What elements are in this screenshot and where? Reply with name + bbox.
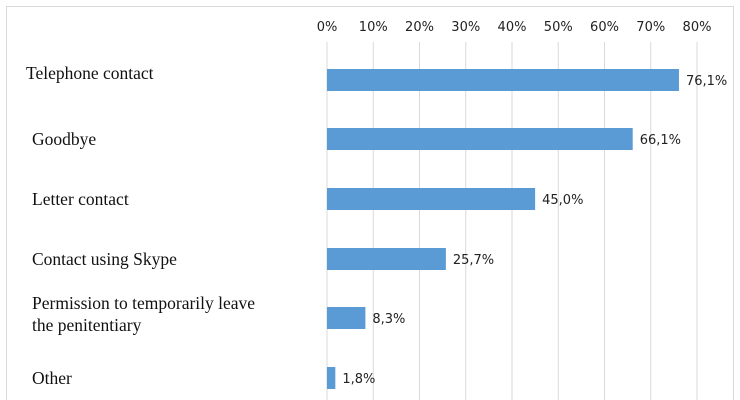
category-label: Contact using Skype [32,249,177,269]
bar [327,128,633,150]
category-label: Permission to temporarily leave [32,293,255,313]
value-label: 66,1% [640,133,681,148]
value-label: 25,7% [453,253,494,268]
x-tick-label: 30% [451,20,480,35]
x-tick-label: 0% [317,20,338,35]
x-tick-label: 50% [544,20,573,35]
x-tick-label: 20% [405,20,434,35]
bar [327,367,336,389]
category-label: Letter contact [32,189,129,209]
value-label: 8,3% [372,312,405,327]
bar [327,69,679,91]
bar [327,307,366,329]
category-label: Goodbye [32,129,96,149]
value-label: 76,1% [686,74,727,89]
category-label: the penitentiary [32,315,142,335]
x-tick-label: 60% [590,20,619,35]
x-tick-label: 80% [683,20,712,35]
category-label: Telephone contact [26,63,154,83]
bar [327,248,446,270]
x-tick-label: 10% [359,20,388,35]
category-label: Other [32,368,72,388]
x-tick-label: 40% [498,20,527,35]
x-tick-label: 70% [636,20,665,35]
value-label: 1,8% [342,372,375,387]
value-label: 45,0% [542,193,583,208]
bar [327,188,536,210]
